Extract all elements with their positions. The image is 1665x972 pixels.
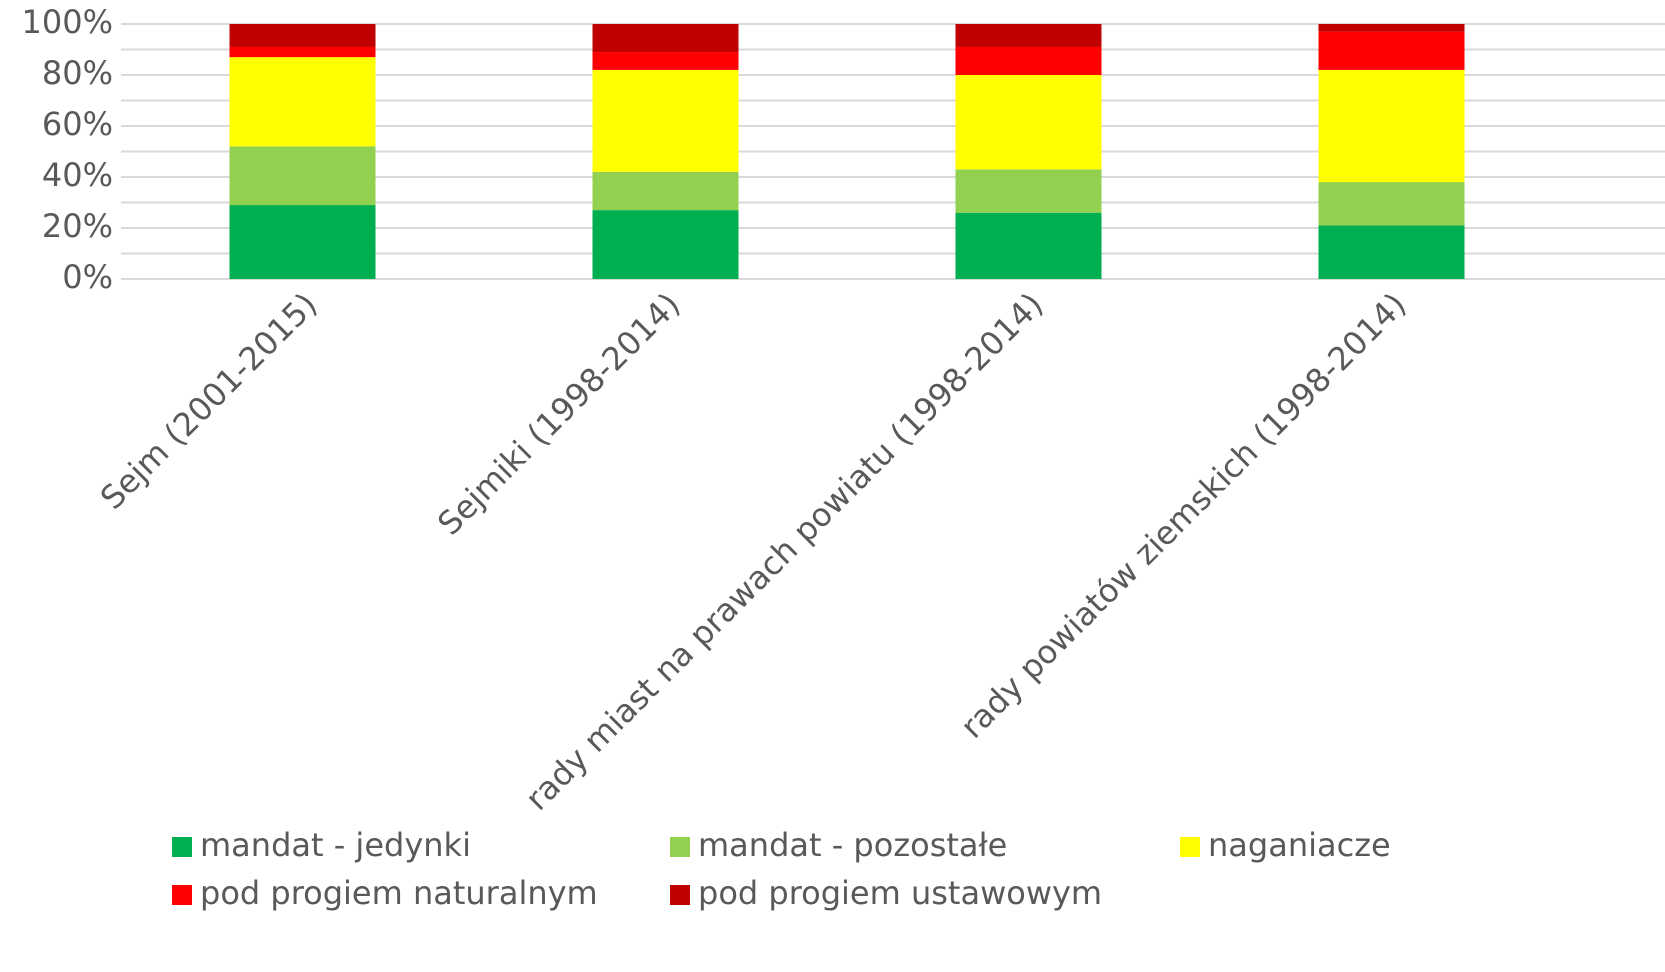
bar-segment [592, 210, 739, 279]
bar-segment [229, 205, 376, 279]
bar-segment [1318, 182, 1465, 226]
bar-segment [229, 57, 376, 147]
bar-segment [229, 46, 376, 58]
legend-label: pod progiem ustawowym [698, 874, 1102, 912]
legend-label: pod progiem naturalnym [200, 874, 598, 912]
x-tick-label: Sejmiki (1998-2014) [430, 285, 687, 542]
legend-swatch [670, 885, 690, 905]
bar-segment [955, 46, 1102, 75]
legend-swatch [172, 885, 192, 905]
bar-segment [955, 75, 1102, 170]
bar-segment [1318, 69, 1465, 183]
bar-segment [955, 169, 1102, 213]
x-tick-label: rady powiatów ziemskich (1998-2014) [953, 285, 1414, 746]
y-tick-label: 40% [42, 156, 113, 194]
y-tick-label: 60% [42, 105, 113, 143]
legend-swatch [670, 837, 690, 857]
y-tick-label: 80% [42, 54, 113, 92]
bar-segment [1318, 31, 1465, 70]
bar-segment [592, 171, 739, 211]
bar-segment [592, 24, 739, 53]
x-tick-label: Sejm (2001-2015) [93, 285, 325, 517]
y-tick-label: 20% [42, 207, 113, 245]
bar-segment [229, 146, 376, 206]
legend-label: mandat - jedynki [200, 826, 471, 864]
bar-segment [1318, 225, 1465, 279]
bar-segment [229, 24, 376, 47]
y-tick-label: 100% [22, 3, 113, 41]
legend-label: naganiacze [1208, 826, 1391, 864]
bar-segment [955, 24, 1102, 47]
y-tick-label: 0% [62, 258, 113, 296]
bar-segment [592, 52, 739, 70]
bar-segment [1318, 24, 1465, 32]
bar-segment [592, 69, 739, 172]
legend-swatch [172, 837, 192, 857]
bar-segment [955, 212, 1102, 279]
legend-swatch [1180, 837, 1200, 857]
legend-label: mandat - pozostałe [698, 826, 1007, 864]
